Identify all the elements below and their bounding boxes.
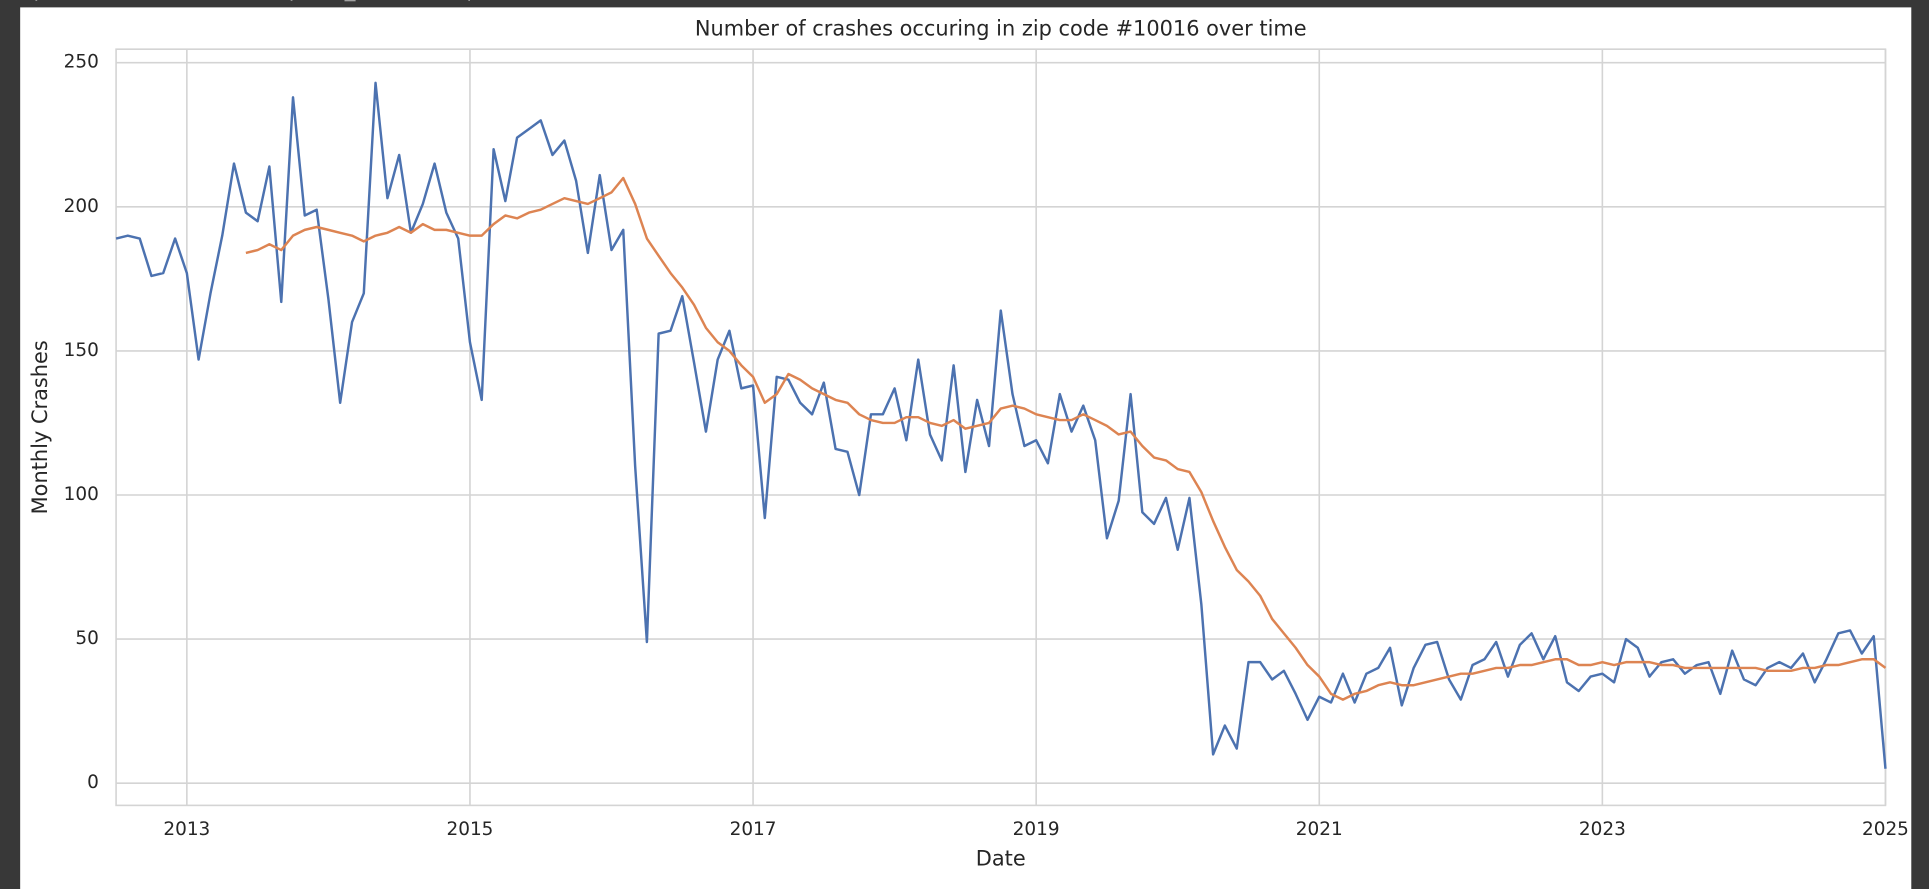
y-tick-label: 100 xyxy=(64,484,99,505)
x-tick-label: 2025 xyxy=(1862,819,1909,840)
plot-border xyxy=(115,48,1887,807)
y-tick-label: 150 xyxy=(64,340,99,361)
x-tick-label: 2019 xyxy=(1013,819,1060,840)
chart-title: Number of crashes occuring in zip code #… xyxy=(695,17,1307,41)
x-tick-label: 2017 xyxy=(730,819,777,840)
figure xyxy=(20,7,1912,889)
y-axis-label: Monthly Crashes xyxy=(28,340,52,514)
y-tick-label: 0 xyxy=(87,772,99,793)
y-tick-label: 200 xyxy=(64,196,99,217)
data-line xyxy=(245,176,1887,701)
code-line: updated['CRASH DATE'] = pd.to_datetime(u… xyxy=(23,0,700,1)
y-tick-label: 50 xyxy=(75,628,98,649)
chart: Number of crashes occuring in zip code #… xyxy=(28,17,1909,871)
x-tick-label: 2023 xyxy=(1579,819,1626,840)
x-axis-label: Date xyxy=(976,846,1026,870)
y-tick-label: 250 xyxy=(64,52,99,73)
x-tick-label: 2021 xyxy=(1296,819,1343,840)
x-tick-label: 2013 xyxy=(163,819,210,840)
x-tick-label: 2015 xyxy=(446,819,493,840)
